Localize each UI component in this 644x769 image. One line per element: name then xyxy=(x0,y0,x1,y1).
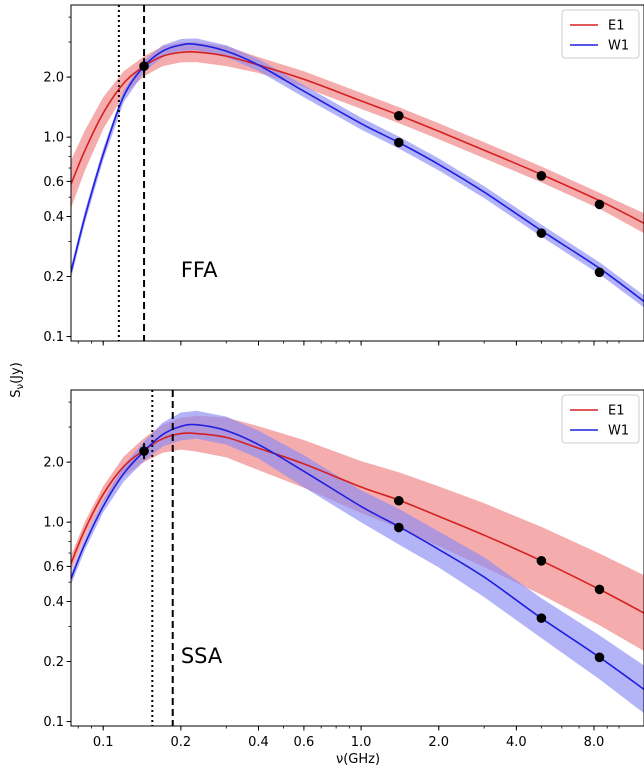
data-point xyxy=(536,613,547,623)
series-line-w1 xyxy=(71,423,644,691)
y-tick-label: 0.1 xyxy=(43,330,64,345)
x-tick-label: 0.2 xyxy=(171,735,192,750)
data-point xyxy=(536,171,547,181)
y-tick-label: 0.6 xyxy=(43,560,64,575)
x-tick-label: 4.0 xyxy=(506,735,527,750)
data-point xyxy=(536,228,547,238)
y-axis-label: Sν(Jy) xyxy=(9,362,26,398)
y-tick-label: 0.2 xyxy=(43,270,64,285)
data-point xyxy=(393,522,404,533)
axes-frame xyxy=(70,389,644,727)
data-point xyxy=(594,267,605,278)
data-point xyxy=(594,584,605,595)
panel-annotation: FFA xyxy=(181,258,218,282)
x-tick-label: 0.1 xyxy=(93,735,114,750)
panel-bottom: 0.1 0.2 0.4 0.6 1.0 2.0 4.0 8.0 0.1 0.2 0.4 0.6 1.0 2… xyxy=(43,389,644,750)
y-tick-label: 2.0 xyxy=(43,71,64,86)
plot-area xyxy=(71,390,644,726)
plot-area xyxy=(71,5,644,341)
data-point xyxy=(594,199,605,210)
y-tick-label: 0.2 xyxy=(43,655,64,670)
y-tick-label: 0.6 xyxy=(43,175,64,190)
x-tick-label: 2.0 xyxy=(428,735,449,750)
data-point xyxy=(393,137,404,148)
y-tick-label: 1.0 xyxy=(43,516,64,531)
series-line-e1 xyxy=(71,50,644,225)
axes-frame xyxy=(70,4,644,342)
x-tick-label: 8.0 xyxy=(584,735,605,750)
data-point xyxy=(393,110,404,121)
series-line-e1 xyxy=(71,432,644,614)
y-tick-label: 1.0 xyxy=(43,131,64,146)
y-tick-label: 2.0 xyxy=(43,456,64,471)
legend-label-w1: W1 xyxy=(608,39,629,54)
data-point xyxy=(393,495,404,506)
x-tick-label: 0.4 xyxy=(248,735,269,750)
data-point xyxy=(594,652,605,663)
legend-box xyxy=(561,394,640,444)
panel-annotation: SSA xyxy=(181,644,223,668)
legend-box xyxy=(561,9,640,59)
x-tick-label: 1.0 xyxy=(351,735,372,750)
y-tick-label: 0.4 xyxy=(43,210,64,225)
y-tick-label: 0.1 xyxy=(43,715,64,730)
band-e1 xyxy=(71,42,644,234)
band-w1 xyxy=(71,38,644,308)
series-line-w1 xyxy=(71,42,644,303)
x-tick-label: 0.6 xyxy=(294,735,315,750)
band-e1 xyxy=(71,415,644,651)
legend-label-e1: E1 xyxy=(608,404,625,419)
legend-label-w1: W1 xyxy=(608,424,629,439)
y-tick-label: 0.4 xyxy=(43,595,64,610)
x-axis-label: ν(GHz) xyxy=(336,752,380,767)
data-point xyxy=(536,556,547,566)
legend-label-e1: E1 xyxy=(608,19,625,34)
